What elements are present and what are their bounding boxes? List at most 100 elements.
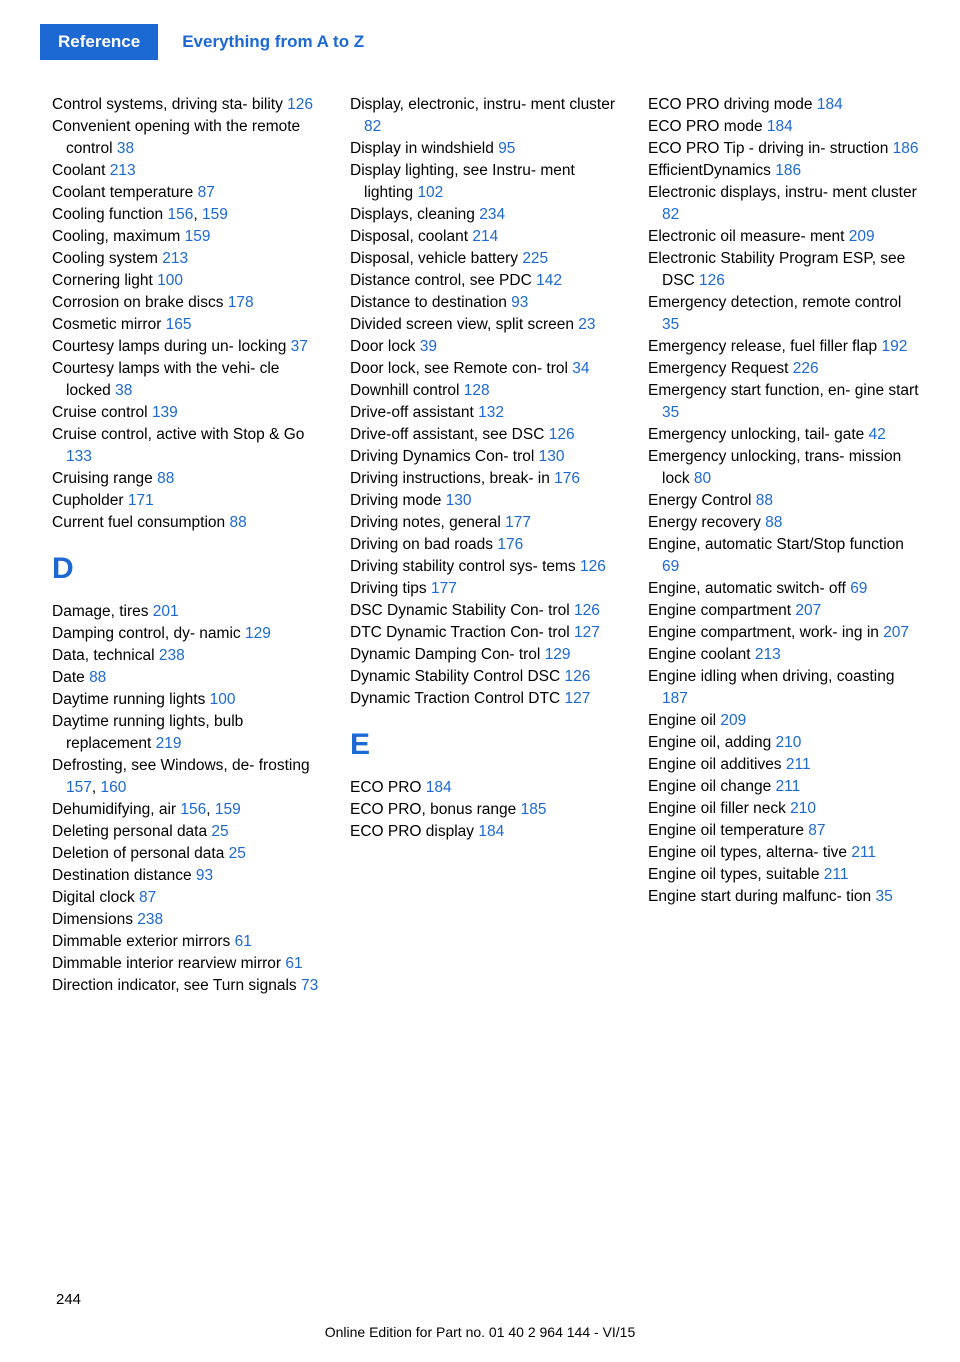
page-ref[interactable]: 126 [574,602,600,619]
page-ref[interactable]: 93 [511,294,528,311]
index-entry: Electronic displays, instru‐ ment cluste… [648,182,920,226]
page-ref[interactable]: 156 [180,801,206,818]
page-ref[interactable]: 61 [235,933,252,950]
page-ref[interactable]: 210 [776,734,802,751]
page-ref[interactable]: 187 [662,690,688,707]
page-ref[interactable]: 238 [159,647,185,664]
page-ref[interactable]: 178 [228,294,254,311]
page-ref[interactable]: 100 [210,691,236,708]
page-ref[interactable]: 160 [101,779,127,796]
page-ref[interactable]: 186 [775,162,801,179]
page-ref[interactable]: 39 [420,338,437,355]
page-ref[interactable]: 234 [479,206,505,223]
page-ref[interactable]: 87 [139,889,156,906]
page-ref[interactable]: 35 [875,888,892,905]
index-entry: Data, technical 238 [52,645,324,667]
page-ref[interactable]: 238 [137,911,163,928]
page-ref[interactable]: 38 [117,140,134,157]
page-ref[interactable]: 100 [157,272,183,289]
page-ref[interactable]: 88 [756,492,773,509]
page-ref[interactable]: 210 [790,800,816,817]
page-ref[interactable]: 192 [881,338,907,355]
page-ref[interactable]: 23 [578,316,595,333]
page-ref[interactable]: 35 [662,404,679,421]
page-ref[interactable]: 127 [564,690,590,707]
page-ref[interactable]: 129 [245,625,271,642]
page-ref[interactable]: 177 [431,580,457,597]
page-ref[interactable]: 130 [446,492,472,509]
page-ref[interactable]: 165 [166,316,192,333]
page-ref[interactable]: 126 [564,668,590,685]
page-ref[interactable]: 176 [497,536,523,553]
page-ref[interactable]: 184 [426,779,452,796]
page-ref[interactable]: 102 [417,184,443,201]
page-ref[interactable]: 225 [522,250,548,267]
page-ref[interactable]: 129 [545,646,571,663]
page-ref[interactable]: 157 [66,779,92,796]
page-ref[interactable]: 93 [196,867,213,884]
page-ref[interactable]: 87 [808,822,825,839]
page-ref[interactable]: 213 [755,646,781,663]
page-ref[interactable]: 184 [478,823,504,840]
page-ref[interactable]: 87 [198,184,215,201]
page-ref[interactable]: 35 [662,316,679,333]
page-ref[interactable]: 184 [817,96,843,113]
page-ref[interactable]: 69 [662,558,679,575]
page-ref[interactable]: 88 [765,514,782,531]
page-ref[interactable]: 95 [498,140,515,157]
page-ref[interactable]: 25 [211,823,228,840]
page-ref[interactable]: 186 [893,140,919,157]
entry-text: Driving Dynamics Con‐ trol [350,448,539,465]
page-ref[interactable]: 69 [850,580,867,597]
entry-text: Cruise control, active with Stop & Go [52,426,304,443]
page-ref[interactable]: 38 [115,382,132,399]
page-ref[interactable]: 42 [869,426,886,443]
page-ref[interactable]: 25 [229,845,246,862]
page-ref[interactable]: 185 [521,801,547,818]
page-ref[interactable]: 126 [580,558,606,575]
page-ref[interactable]: 176 [554,470,580,487]
page-ref[interactable]: 130 [539,448,565,465]
page-ref[interactable]: 126 [549,426,575,443]
page-ref[interactable]: 156 [167,206,193,223]
page-ref[interactable]: 211 [776,778,801,795]
page-ref[interactable]: 219 [156,735,182,752]
page-ref[interactable]: 201 [153,603,179,620]
index-entry: Engine coolant 213 [648,644,920,666]
page-ref[interactable]: 159 [185,228,211,245]
page-ref[interactable]: 133 [66,448,92,465]
page-ref[interactable]: 61 [285,955,302,972]
page-ref[interactable]: 139 [152,404,178,421]
page-ref[interactable]: 37 [291,338,308,355]
page-ref[interactable]: 88 [89,669,106,686]
page-ref[interactable]: 211 [786,756,811,773]
page-ref[interactable]: 171 [128,492,154,509]
page-ref[interactable]: 226 [793,360,819,377]
page-ref[interactable]: 142 [536,272,562,289]
page-ref[interactable]: 213 [110,162,136,179]
page-ref[interactable]: 80 [694,470,711,487]
page-ref[interactable]: 177 [505,514,531,531]
page-ref[interactable]: 209 [720,712,746,729]
page-ref[interactable]: 128 [464,382,490,399]
page-ref[interactable]: 207 [883,624,909,641]
page-ref[interactable]: 211 [851,844,876,861]
page-ref[interactable]: 159 [215,801,241,818]
page-ref[interactable]: 34 [572,360,589,377]
page-ref[interactable]: 132 [478,404,504,421]
page-ref[interactable]: 88 [157,470,174,487]
page-ref[interactable]: 126 [699,272,725,289]
page-ref[interactable]: 207 [795,602,821,619]
page-ref[interactable]: 209 [849,228,875,245]
page-ref[interactable]: 82 [662,206,679,223]
page-ref[interactable]: 127 [574,624,600,641]
page-ref[interactable]: 82 [364,118,381,135]
page-ref[interactable]: 73 [301,977,318,994]
page-ref[interactable]: 126 [287,96,313,113]
page-ref[interactable]: 184 [767,118,793,135]
page-ref[interactable]: 214 [472,228,498,245]
page-ref[interactable]: 211 [824,866,849,883]
page-ref[interactable]: 88 [229,514,246,531]
page-ref[interactable]: 159 [202,206,228,223]
page-ref[interactable]: 213 [162,250,188,267]
